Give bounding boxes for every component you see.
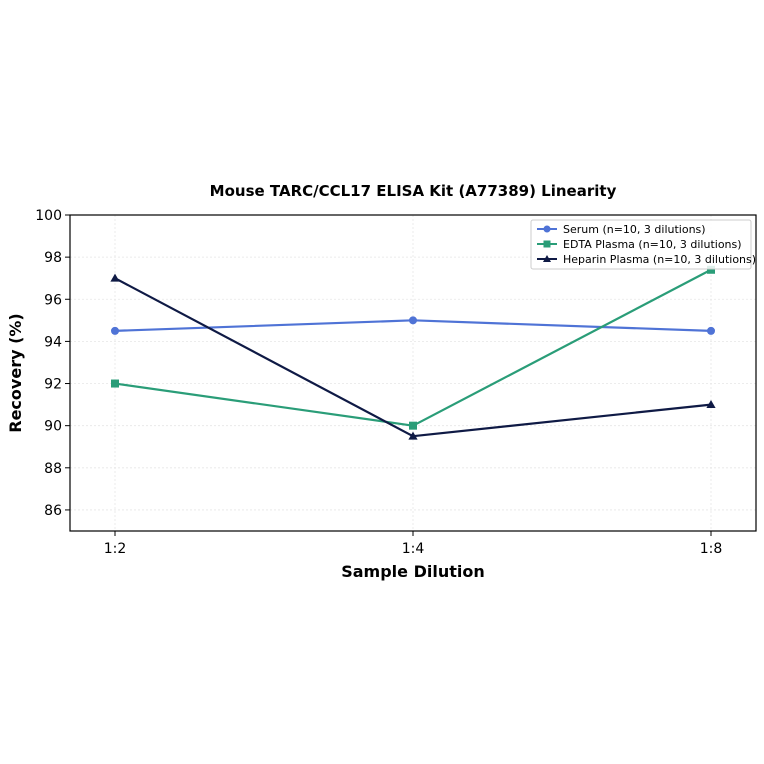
y-tick-label: 100 xyxy=(35,208,62,224)
legend-marker-edta xyxy=(543,240,551,248)
data-point-heparin xyxy=(706,400,716,409)
y-tick-label: 98 xyxy=(44,250,62,266)
y-tick-label: 90 xyxy=(44,419,62,435)
y-tick-label: 96 xyxy=(44,292,62,308)
y-tick-label: 94 xyxy=(44,334,62,350)
legend-frame xyxy=(530,219,752,270)
legend-items: Serum (n=10, 3 dilutions) EDTA Plasma (n=… xyxy=(537,223,756,266)
legend-marker-serum xyxy=(543,225,551,233)
x-tick-label: 1:8 xyxy=(700,541,723,557)
data-point-heparin xyxy=(408,431,418,440)
x-tick-label: 1:4 xyxy=(402,541,425,557)
legend-label-edta: EDTA Plasma (n=10, 3 dilutions) xyxy=(563,238,742,251)
data-point-edta xyxy=(111,379,119,388)
data-point-serum xyxy=(111,326,119,335)
y-tick-label: 92 xyxy=(44,377,62,393)
legend-label-heparin: Heparin Plasma (n=10, 3 dilutions) xyxy=(563,253,756,266)
data-point-edta xyxy=(707,265,715,274)
legend-label-serum: Serum (n=10, 3 dilutions) xyxy=(563,223,706,236)
tick-layer: 1:2 1:4 1:8 86 88 90 92 94 96 98 100 xyxy=(35,208,722,557)
legend: Serum (n=10, 3 dilutions) EDTA Plasma (n=… xyxy=(530,219,756,270)
series-layer xyxy=(110,265,716,440)
y-axis-label: Recovery (%) xyxy=(6,313,25,432)
y-tick-label: 88 xyxy=(44,461,62,477)
y-tick-label: 86 xyxy=(44,503,62,519)
x-axis-label: Sample Dilution xyxy=(341,562,485,581)
data-point-serum xyxy=(409,316,417,325)
series-group xyxy=(110,265,716,440)
data-point-edta xyxy=(409,421,417,430)
x-tick-label: 1:2 xyxy=(104,541,127,557)
legend-marker-heparin xyxy=(542,254,552,263)
chart-title: Mouse TARC/CCL17 ELISA Kit (A77389) Line… xyxy=(210,182,617,200)
data-point-serum xyxy=(707,326,715,335)
data-point-heparin xyxy=(110,273,120,282)
